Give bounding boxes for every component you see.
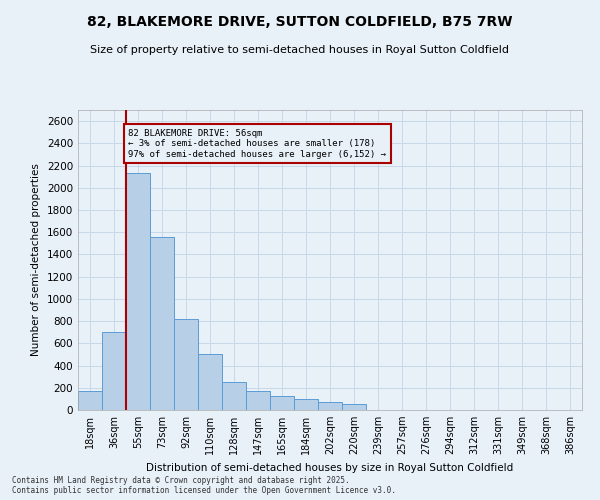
Text: 82, BLAKEMORE DRIVE, SUTTON COLDFIELD, B75 7RW: 82, BLAKEMORE DRIVE, SUTTON COLDFIELD, B… — [87, 15, 513, 29]
Bar — [126, 174, 150, 410]
Bar — [294, 399, 318, 410]
Bar — [270, 396, 294, 410]
Bar — [246, 390, 270, 410]
Text: Size of property relative to semi-detached houses in Royal Sutton Coldfield: Size of property relative to semi-detach… — [91, 45, 509, 55]
Bar — [78, 391, 102, 410]
Bar — [318, 402, 342, 410]
Bar — [150, 236, 174, 410]
Y-axis label: Number of semi-detached properties: Number of semi-detached properties — [31, 164, 41, 356]
Bar — [198, 354, 222, 410]
Bar — [174, 319, 198, 410]
Text: 82 BLAKEMORE DRIVE: 56sqm
← 3% of semi-detached houses are smaller (178)
97% of : 82 BLAKEMORE DRIVE: 56sqm ← 3% of semi-d… — [128, 129, 386, 158]
X-axis label: Distribution of semi-detached houses by size in Royal Sutton Coldfield: Distribution of semi-detached houses by … — [146, 462, 514, 472]
Bar — [102, 332, 126, 410]
Bar — [342, 404, 366, 410]
Bar — [222, 382, 246, 410]
Text: Contains HM Land Registry data © Crown copyright and database right 2025.
Contai: Contains HM Land Registry data © Crown c… — [12, 476, 396, 495]
